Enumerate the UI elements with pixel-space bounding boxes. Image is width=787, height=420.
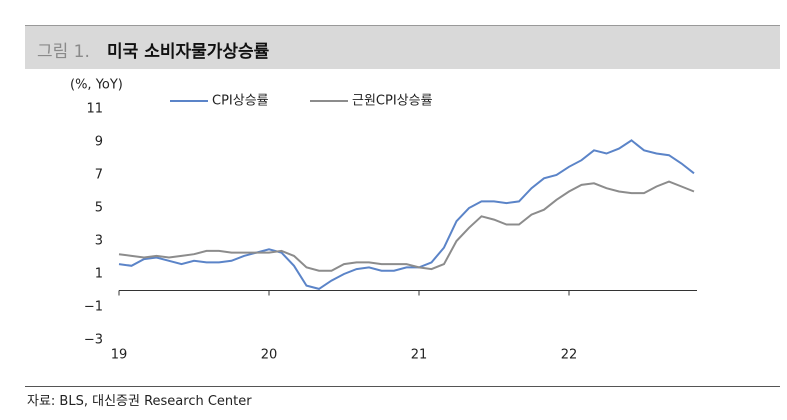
chart: (%, YoY) −3 −1 1 3 5 7 9 11 19 20 21 22 CPI상승률 근원CPI상… bbox=[70, 78, 697, 363]
x-tick-label: 20 bbox=[261, 348, 278, 363]
footer-rule bbox=[25, 386, 780, 387]
legend-label: CPI상승률 bbox=[212, 94, 269, 109]
x-tick-label: 22 bbox=[561, 348, 578, 363]
y-tick-label: 5 bbox=[95, 201, 103, 216]
y-axis-unit: (%, YoY) bbox=[70, 78, 123, 93]
header: 그림 1. 미국 소비자물가상승률 bbox=[25, 25, 780, 69]
figure-label: 그림 1. bbox=[37, 42, 90, 62]
source-note: 자료: BLS, 대신증권 Research Center bbox=[27, 394, 252, 409]
x-tick-label: 21 bbox=[411, 348, 428, 363]
series-line bbox=[118, 139, 695, 290]
y-tick-label: −3 bbox=[84, 333, 103, 348]
chart-title: 미국 소비자물가상승률 bbox=[107, 42, 270, 62]
series-line bbox=[118, 180, 695, 272]
y-tick-label: 1 bbox=[95, 267, 103, 282]
x-tick-label: 19 bbox=[111, 348, 128, 363]
y-tick-label: 3 bbox=[95, 234, 103, 249]
y-tick-label: 7 bbox=[95, 168, 103, 183]
legend-label: 근원CPI상승률 bbox=[352, 94, 433, 109]
y-tick-label: 9 bbox=[95, 135, 103, 150]
y-tick-label: 11 bbox=[86, 102, 103, 117]
y-tick-label: −1 bbox=[84, 300, 103, 315]
